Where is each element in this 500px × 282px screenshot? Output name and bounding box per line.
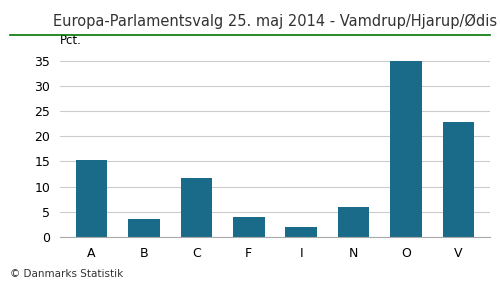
Text: Europa-Parlamentsvalg 25. maj 2014 - Vamdrup/Hjarup/Ødis: Europa-Parlamentsvalg 25. maj 2014 - Vam… — [53, 14, 497, 29]
Bar — [233, 217, 264, 237]
Bar — [390, 61, 422, 237]
Bar — [286, 227, 317, 237]
Text: Pct.: Pct. — [60, 34, 82, 47]
Bar — [443, 122, 474, 237]
Bar — [128, 219, 160, 237]
Bar — [180, 178, 212, 237]
Bar — [76, 160, 107, 237]
Bar — [338, 207, 370, 237]
Text: © Danmarks Statistik: © Danmarks Statistik — [10, 269, 123, 279]
